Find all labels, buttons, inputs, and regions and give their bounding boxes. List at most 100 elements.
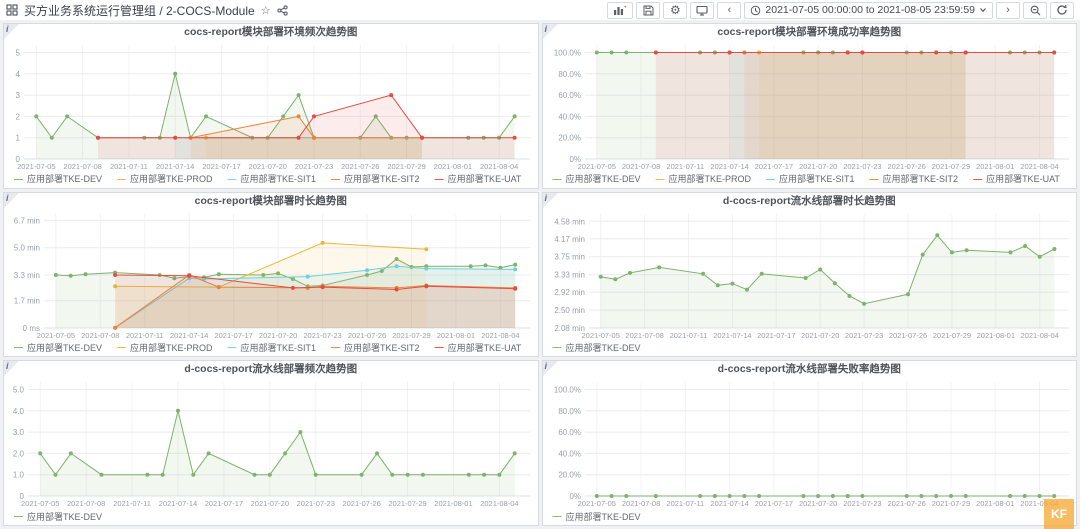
svg-text:3.33 min: 3.33 min (554, 270, 585, 279)
panel-deploy-duration: i cocs-report模块部署时长趋势图 2021-07-05 2021-07… (3, 191, 539, 358)
svg-text:2021-07-26: 2021-07-26 (887, 499, 925, 508)
svg-text:2021-07-05: 2021-07-05 (581, 331, 619, 340)
legend-series-color-key: — (766, 173, 776, 184)
chart-canvas[interactable]: 2021-07-05 2021-07-08 2021-07-11 2021-07-14… (543, 208, 1077, 341)
panel-title[interactable]: cocs-report模块部署环境频次趋势图 (184, 26, 358, 38)
zoom-out-button[interactable] (1023, 1, 1047, 19)
svg-text:0 ms: 0 ms (23, 324, 40, 333)
info-icon: i (6, 361, 9, 372)
chart-canvas[interactable]: 2021-07-05 2021-07-08 2021-07-11 2021-07-14… (4, 376, 538, 509)
svg-text:2021-08-01: 2021-08-01 (434, 499, 472, 508)
svg-text:2021-07-23: 2021-07-23 (843, 499, 881, 508)
panel-pipeline-duration: i d-cocs-report流水线部署时长趋势图 2021-07-05 2021… (541, 191, 1077, 358)
chart-legend: — 应用部署TKE-DEV — 应用部署TKE-PROD — 应用部署TKE-SIT1 — 应… (4, 340, 538, 356)
legend-item[interactable]: — 应用部署TKE-SIT1 (228, 172, 317, 185)
svg-text:2021-07-14: 2021-07-14 (156, 162, 194, 171)
time-back-button[interactable]: ‹ (717, 1, 742, 19)
svg-text:2021-07-20: 2021-07-20 (259, 331, 297, 340)
time-range-picker[interactable]: 2021-07-05 00:00:00 to 2021-08-05 23:59:… (744, 1, 993, 19)
share-icon[interactable] (276, 4, 288, 16)
chart-legend: — 应用部署TKE-DEV (543, 509, 1077, 525)
svg-text:100.0%: 100.0% (553, 386, 580, 395)
legend-item[interactable]: — 应用部署TKE-PROD (656, 172, 752, 185)
panel-title[interactable]: cocs-report模块部署环境成功率趋势图 (717, 26, 902, 38)
svg-text:2.08 min: 2.08 min (554, 324, 585, 333)
save-dashboard-button[interactable] (636, 1, 661, 19)
breadcrumb[interactable]: 买方业务系统运行管理组 / 2-COCS-Module (24, 3, 255, 18)
svg-text:2021-07-17: 2021-07-17 (214, 331, 252, 340)
svg-text:2021-07-08: 2021-07-08 (621, 499, 659, 508)
legend-series-label: 应用部署TKE-DEV (27, 174, 103, 185)
legend-item[interactable]: — 应用部署TKE-SIT2 (870, 172, 959, 185)
panel-title[interactable]: d-cocs-report流水线部署失败率趋势图 (717, 363, 901, 376)
svg-text:2021-07-29: 2021-07-29 (387, 162, 425, 171)
chart-canvas[interactable]: 2021-07-05 2021-07-08 2021-07-11 2021-07-14… (543, 39, 1077, 172)
svg-text:2021-07-20: 2021-07-20 (251, 499, 289, 508)
legend-item[interactable]: — 应用部署TKE-DEV (14, 341, 102, 354)
info-icon: i (6, 24, 9, 34)
panel-title[interactable]: cocs-report模块部署时长趋势图 (194, 194, 347, 207)
chart-canvas[interactable]: 2021-07-05 2021-07-08 2021-07-11 2021-07-14… (543, 376, 1077, 509)
svg-text:2021-08-01: 2021-08-01 (976, 162, 1014, 171)
legend-item[interactable]: — 应用部署TKE-DEV (553, 510, 641, 523)
svg-text:5.0 min: 5.0 min (14, 243, 40, 252)
panel-info-corner[interactable]: i (542, 192, 558, 208)
svg-text:2021-08-04: 2021-08-04 (480, 162, 518, 171)
chart-plot: 2021-07-05 2021-07-08 2021-07-11 2021-07-14… (543, 208, 1077, 341)
star-icon[interactable]: ☆ (260, 4, 271, 17)
legend-series-color-key: — (14, 511, 23, 521)
panel-info-corner[interactable]: i (542, 361, 558, 377)
chart-plot: 2021-07-05 2021-07-08 2021-07-11 2021-07-14… (4, 39, 538, 172)
legend-item[interactable]: — 应用部署TKE-UAT (973, 172, 1060, 185)
svg-text:2021-08-04: 2021-08-04 (481, 331, 519, 340)
svg-text:2021-07-26: 2021-07-26 (348, 331, 386, 340)
legend-series-label: 应用部署TKE-PROD (130, 342, 213, 353)
add-panel-button[interactable] (607, 1, 634, 19)
svg-text:2021-07-08: 2021-07-08 (81, 331, 119, 340)
svg-text:2021-07-26: 2021-07-26 (341, 162, 379, 171)
svg-text:2021-08-04: 2021-08-04 (480, 499, 518, 508)
legend-series-color-key: — (973, 173, 983, 184)
panel-info-corner[interactable]: i (4, 192, 19, 208)
svg-text:2021-07-20: 2021-07-20 (249, 162, 287, 171)
legend-item[interactable]: — 应用部署TKE-DEV (553, 172, 641, 185)
panel-title[interactable]: d-cocs-report流水线部署时长趋势图 (722, 194, 896, 207)
svg-text:2.50 min: 2.50 min (554, 306, 585, 315)
svg-text:2021-07-08: 2021-07-08 (625, 331, 663, 340)
legend-item[interactable]: — 应用部署TKE-DEV (14, 510, 102, 523)
chart-canvas[interactable]: 2021-07-05 2021-07-08 2021-07-11 2021-07-14… (4, 39, 538, 172)
legend-item[interactable]: — 应用部署TKE-SIT1 (766, 172, 855, 185)
panel-title[interactable]: d-cocs-report流水线部署频次趋势图 (184, 363, 358, 376)
svg-text:2021-07-23: 2021-07-23 (303, 331, 341, 340)
dashboards-grid-icon[interactable] (6, 4, 18, 16)
refresh-button[interactable] (1050, 1, 1074, 19)
panel-info-corner[interactable]: i (4, 24, 19, 39)
svg-text:4.58 min: 4.58 min (554, 217, 585, 226)
svg-text:2021-07-14: 2021-07-14 (710, 162, 748, 171)
time-forward-button[interactable]: › (996, 1, 1020, 19)
svg-text:3.0: 3.0 (13, 428, 25, 437)
svg-text:2021-07-11: 2021-07-11 (666, 499, 704, 508)
legend-item[interactable]: — 应用部署TKE-DEV (14, 172, 102, 185)
chart-canvas[interactable]: 2021-07-05 2021-07-08 2021-07-11 2021-07-14… (4, 208, 538, 341)
legend-item[interactable]: — 应用部署TKE-PROD (117, 172, 213, 185)
chart-plot: 2021-07-05 2021-07-08 2021-07-11 2021-07-14… (4, 208, 538, 341)
svg-text:2021-07-29: 2021-07-29 (931, 162, 969, 171)
legend-item[interactable]: — 应用部署TKE-UAT (435, 172, 522, 185)
legend-item[interactable]: — 应用部署TKE-DEV (553, 341, 641, 354)
legend-item[interactable]: — 应用部署TKE-UAT (435, 341, 522, 354)
legend-item[interactable]: — 应用部署TKE-SIT1 (228, 341, 317, 354)
panel-info-corner[interactable]: i (4, 361, 19, 377)
svg-text:2021-07-14: 2021-07-14 (713, 331, 751, 340)
legend-item[interactable]: — 应用部署TKE-SIT2 (331, 172, 420, 185)
info-icon: i (6, 192, 9, 203)
chart-legend: — 应用部署TKE-DEV — 应用部署TKE-PROD — 应用部署TKE-SIT1 — 应… (4, 172, 538, 188)
dashboard-settings-button[interactable]: ⚙ (663, 1, 688, 19)
legend-item[interactable]: — 应用部署TKE-SIT2 (331, 341, 420, 354)
svg-text:2021-07-20: 2021-07-20 (798, 499, 836, 508)
svg-text:2021-07-05: 2021-07-05 (17, 162, 55, 171)
tv-mode-button[interactable] (690, 1, 715, 19)
legend-item[interactable]: — 应用部署TKE-PROD (117, 341, 213, 354)
panel-info-corner[interactable]: i (542, 24, 558, 39)
svg-text:2.0: 2.0 (13, 450, 25, 459)
